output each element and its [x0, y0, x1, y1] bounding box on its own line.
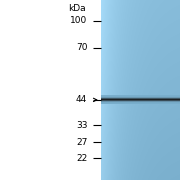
- Text: kDa: kDa: [68, 4, 86, 13]
- Text: 27: 27: [76, 138, 87, 147]
- Text: 33: 33: [76, 121, 87, 130]
- Text: 100: 100: [70, 16, 87, 25]
- Text: 22: 22: [76, 154, 87, 163]
- Text: 44: 44: [76, 95, 87, 104]
- Text: 70: 70: [76, 43, 87, 52]
